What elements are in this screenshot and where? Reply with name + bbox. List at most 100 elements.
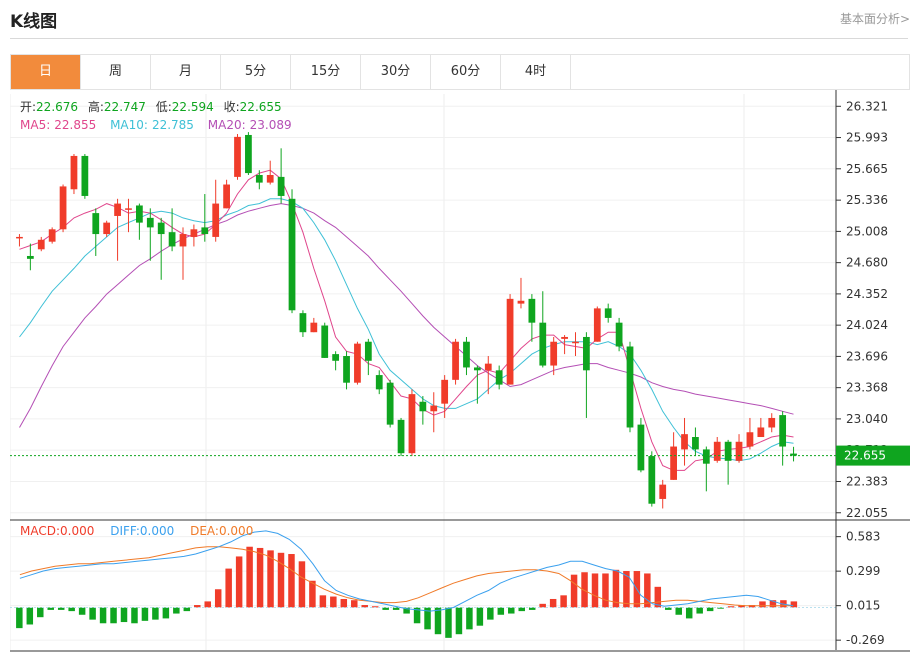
candle-body xyxy=(757,427,765,438)
macd-bar xyxy=(560,595,567,608)
tab-week[interactable]: 周 xyxy=(81,55,151,89)
macd-bar xyxy=(47,607,54,610)
macd-bar xyxy=(549,598,557,608)
macd-y-tick-label: -0.269 xyxy=(846,633,885,647)
candle-body xyxy=(364,341,372,361)
candle-body xyxy=(125,208,132,210)
macd-bar xyxy=(120,607,128,623)
macd-info: MACD:0.000 DIFF:0.000 DEA:0.000 xyxy=(20,524,253,538)
last-price-label: 22.655 xyxy=(844,449,886,463)
macd-bar xyxy=(675,607,682,615)
candle-body xyxy=(659,484,667,499)
candle-body xyxy=(245,134,252,174)
candle-body xyxy=(168,232,176,247)
macd-bar xyxy=(330,596,337,608)
macd-bar xyxy=(309,580,316,608)
candle-body xyxy=(234,136,241,177)
macd-bar xyxy=(591,573,599,608)
candle-body xyxy=(321,325,329,358)
y-tick-label: 23.368 xyxy=(846,381,888,395)
candle-body xyxy=(190,229,198,237)
macd-bar xyxy=(403,607,410,614)
tab-day[interactable]: 日 xyxy=(11,55,81,89)
candle-body xyxy=(790,453,797,456)
macd-y-tick-label: 0.015 xyxy=(846,599,880,613)
candle-body xyxy=(223,184,230,209)
candle-body xyxy=(201,227,209,235)
macd-bar xyxy=(466,607,473,630)
candle-body xyxy=(724,441,732,461)
macd-bar xyxy=(57,607,65,610)
macd-bar xyxy=(162,607,170,619)
candle-body xyxy=(550,341,558,366)
tab-60min[interactable]: 60分 xyxy=(431,55,501,89)
y-tick-label: 23.696 xyxy=(846,349,888,363)
macd-bar xyxy=(235,556,243,608)
macd-bar xyxy=(214,589,222,608)
macd-bar xyxy=(340,598,348,608)
candle-body xyxy=(397,419,405,454)
macd-bar xyxy=(246,546,253,608)
macd-histogram xyxy=(10,546,836,638)
candle-body xyxy=(157,222,165,235)
macd-bar xyxy=(487,607,494,620)
candle-body xyxy=(48,229,56,242)
macd-bar xyxy=(99,607,107,624)
candle-body xyxy=(92,213,100,235)
macd-bar xyxy=(738,605,745,608)
page-title: K线图 xyxy=(10,12,58,32)
candle-body xyxy=(16,236,23,239)
fundamental-analysis-link[interactable]: 基本面分析> xyxy=(839,12,910,26)
macd-bar xyxy=(706,607,714,612)
candle-body xyxy=(266,174,274,183)
macd-bar xyxy=(361,605,368,608)
tab-15min[interactable]: 15分 xyxy=(291,55,361,89)
macd-bar xyxy=(434,607,442,635)
tab-30min[interactable]: 30分 xyxy=(361,55,431,89)
macd-bar xyxy=(570,574,578,608)
y-tick-label: 25.665 xyxy=(846,162,888,176)
macd-bar xyxy=(748,605,756,608)
tab-5min[interactable]: 5分 xyxy=(221,55,291,89)
macd-bar xyxy=(89,607,96,620)
macd-bar xyxy=(654,586,662,608)
candle-body xyxy=(179,234,187,247)
macd-bar xyxy=(445,607,452,638)
macd-y-tick-label: 0.583 xyxy=(846,530,880,544)
candle-body xyxy=(615,322,623,347)
candle-body xyxy=(26,255,34,259)
y-tick-label: 25.008 xyxy=(846,224,888,238)
tab-4hour[interactable]: 4时 xyxy=(501,55,571,89)
macd-bar xyxy=(225,568,232,608)
candle-body xyxy=(517,300,525,304)
macd-bar xyxy=(110,607,117,624)
y-tick-label: 24.680 xyxy=(846,256,888,270)
macd-bar xyxy=(371,606,379,608)
ma5-line xyxy=(19,169,794,471)
macd-bar xyxy=(131,607,138,624)
macd-bar xyxy=(685,607,693,619)
macd-bar xyxy=(256,547,264,608)
candle-body xyxy=(386,382,394,425)
ma20-line xyxy=(19,203,794,428)
ma-info: MA5: 22.855 MA10: 22.785 MA20: 23.089 xyxy=(20,118,292,132)
macd-bar xyxy=(623,571,630,608)
macd-bar xyxy=(508,607,515,614)
candle-body xyxy=(419,401,427,412)
dif-line xyxy=(19,530,794,612)
macd-bar xyxy=(727,606,735,608)
candle-body xyxy=(452,341,459,380)
y-tick-label: 24.024 xyxy=(846,318,888,332)
tab-month[interactable]: 月 xyxy=(151,55,221,89)
macd-bar xyxy=(413,607,421,624)
candle-body xyxy=(37,239,45,250)
macd-y-tick-label: 0.299 xyxy=(846,564,880,578)
candle-body xyxy=(473,367,481,371)
macd-bar xyxy=(319,595,327,608)
candle-body xyxy=(648,456,656,504)
macd-bar xyxy=(602,573,609,608)
candle-body xyxy=(572,341,579,344)
candle-body xyxy=(70,155,78,190)
macd-bar xyxy=(173,607,180,614)
macd-bar xyxy=(152,607,159,620)
